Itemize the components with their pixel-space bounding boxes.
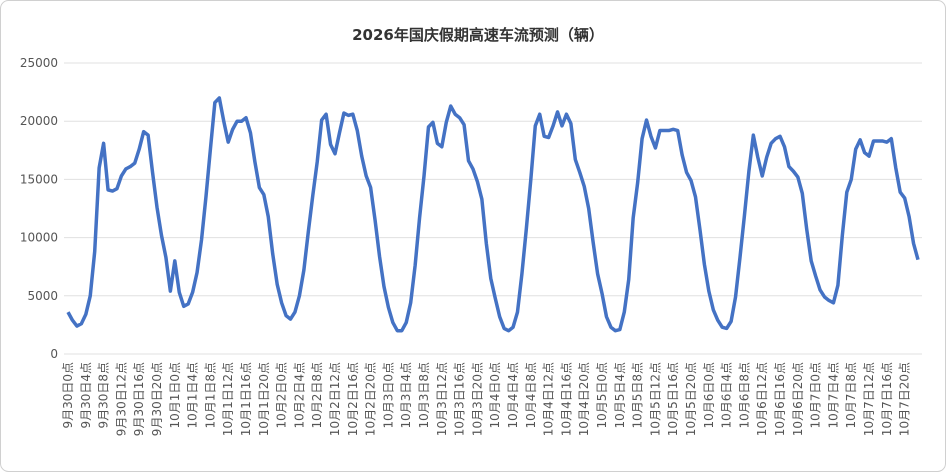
x-tick-label: 10月3日8点 xyxy=(417,362,431,429)
x-tick-label: 10月5日0点 xyxy=(595,362,609,429)
x-tick-label: 10月2日20点 xyxy=(364,362,378,436)
x-tick-label: 10月5日4点 xyxy=(613,362,627,429)
chart-title: 2026年国庆假期高速车流预测（辆） xyxy=(352,26,604,44)
x-tick-label: 10月6日20点 xyxy=(791,362,805,436)
x-tick-label: 10月3日4点 xyxy=(399,362,413,429)
x-tick-label: 10月5日16点 xyxy=(666,362,680,436)
y-tick-label: 25000 xyxy=(20,56,58,70)
x-tick-label: 10月4日12点 xyxy=(542,362,556,436)
x-tick-label: 10月6日12点 xyxy=(755,362,769,436)
x-tick-label: 9月30日0点 xyxy=(61,362,75,429)
x-tick-label: 10月4日20点 xyxy=(577,362,591,436)
x-tick-label: 10月4日8点 xyxy=(524,362,538,429)
y-tick-label: 0 xyxy=(50,347,58,361)
x-tick-label: 10月1日4点 xyxy=(186,362,200,429)
x-tick-label: 10月4日16点 xyxy=(559,362,573,436)
x-tick-label: 10月1日16点 xyxy=(239,362,253,436)
x-tick-label: 9月30日12点 xyxy=(114,362,128,436)
x-tick-label: 9月30日20点 xyxy=(150,362,164,436)
x-tick-label: 10月4日0点 xyxy=(488,362,502,429)
x-tick-label: 10月1日12点 xyxy=(221,362,235,436)
x-tick-label: 10月6日16点 xyxy=(773,362,787,436)
y-tick-label: 15000 xyxy=(20,172,58,186)
x-tick-label: 10月6日4点 xyxy=(720,362,734,429)
x-tick-label: 10月3日0点 xyxy=(381,362,395,429)
x-tick-label: 10月5日8点 xyxy=(631,362,645,429)
x-tick-label: 10月2日16点 xyxy=(346,362,360,436)
x-tick-label: 10月1日0点 xyxy=(168,362,182,429)
x-tick-label: 10月7日20点 xyxy=(898,362,912,436)
x-tick-label: 10月2日4点 xyxy=(292,362,306,429)
x-tick-label: 10月5日20点 xyxy=(684,362,698,436)
x-tick-label: 10月4日4点 xyxy=(506,362,520,429)
x-tick-label: 10月2日0点 xyxy=(275,362,289,429)
y-tick-label: 10000 xyxy=(20,231,58,245)
x-tick-label: 10月3日16点 xyxy=(453,362,467,436)
x-tick-label: 10月5日12点 xyxy=(648,362,662,436)
x-tick-label: 10月7日0点 xyxy=(809,362,823,429)
x-tick-label: 10月2日8点 xyxy=(310,362,324,429)
x-tick-label: 10月1日20点 xyxy=(257,362,271,436)
x-tick-label: 10月7日12点 xyxy=(862,362,876,436)
x-tick-label: 9月30日16点 xyxy=(132,362,146,436)
x-tick-label: 10月7日8点 xyxy=(844,362,858,429)
x-tick-label: 10月3日12点 xyxy=(435,362,449,436)
y-tick-label: 20000 xyxy=(20,114,58,128)
series-line xyxy=(66,96,920,333)
x-tick-label: 10月6日8点 xyxy=(737,362,751,429)
x-tick-label: 10月6日0点 xyxy=(702,362,716,429)
y-tick-label: 5000 xyxy=(27,289,58,303)
x-tick-label: 10月2日12点 xyxy=(328,362,342,436)
x-tick-label: 9月30日8点 xyxy=(97,362,111,429)
x-tick-label: 10月1日8点 xyxy=(203,362,217,429)
x-tick-label: 10月7日16点 xyxy=(880,362,894,436)
x-tick-label: 10月7日4点 xyxy=(826,362,840,429)
x-tick-label: 10月3日20点 xyxy=(470,362,484,436)
x-tick-label: 9月30日4点 xyxy=(79,362,93,429)
